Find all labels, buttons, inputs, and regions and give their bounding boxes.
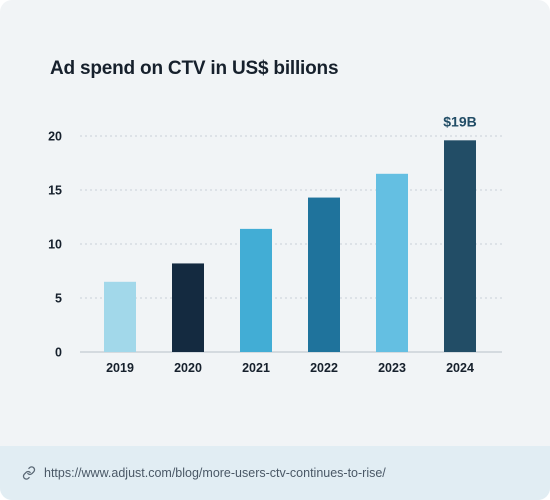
source-footer: https://www.adjust.com/blog/more-users-c…: [0, 446, 550, 500]
x-tick-label: 2022: [310, 361, 338, 375]
bar-2020: [172, 263, 204, 352]
y-tick-label: 15: [48, 184, 62, 198]
annotations: $19B: [443, 113, 476, 129]
bar-chart: 0 5 10 15 20 2019 2020 2021 2022 2023 2024 $19B: [48, 113, 502, 375]
gridlines: [80, 135, 502, 353]
bar-2023: [376, 173, 408, 352]
x-axis-ticks: 2019 2020 2021 2022 2023 2024: [106, 361, 474, 375]
bar-2022: [308, 197, 340, 352]
y-axis-ticks: 0 5 10 15 20: [48, 130, 62, 360]
y-tick-label: 5: [55, 292, 62, 306]
y-tick-label: 20: [48, 130, 62, 144]
bars: [104, 140, 476, 352]
bar-2024: [444, 140, 476, 352]
bar-2019: [104, 281, 136, 352]
bar-value-annotation: $19B: [443, 113, 476, 129]
y-tick-label: 0: [55, 346, 62, 360]
x-tick-label: 2024: [446, 361, 474, 375]
link-icon: [22, 466, 36, 480]
y-tick-label: 10: [48, 238, 62, 252]
chart-title: Ad spend on CTV in US$ billions: [50, 58, 339, 79]
x-tick-label: 2021: [242, 361, 270, 375]
x-tick-label: 2020: [174, 361, 202, 375]
x-tick-label: 2023: [378, 361, 406, 375]
source-link[interactable]: https://www.adjust.com/blog/more-users-c…: [44, 466, 386, 480]
bar-2021: [240, 228, 272, 352]
x-tick-label: 2019: [106, 361, 134, 375]
